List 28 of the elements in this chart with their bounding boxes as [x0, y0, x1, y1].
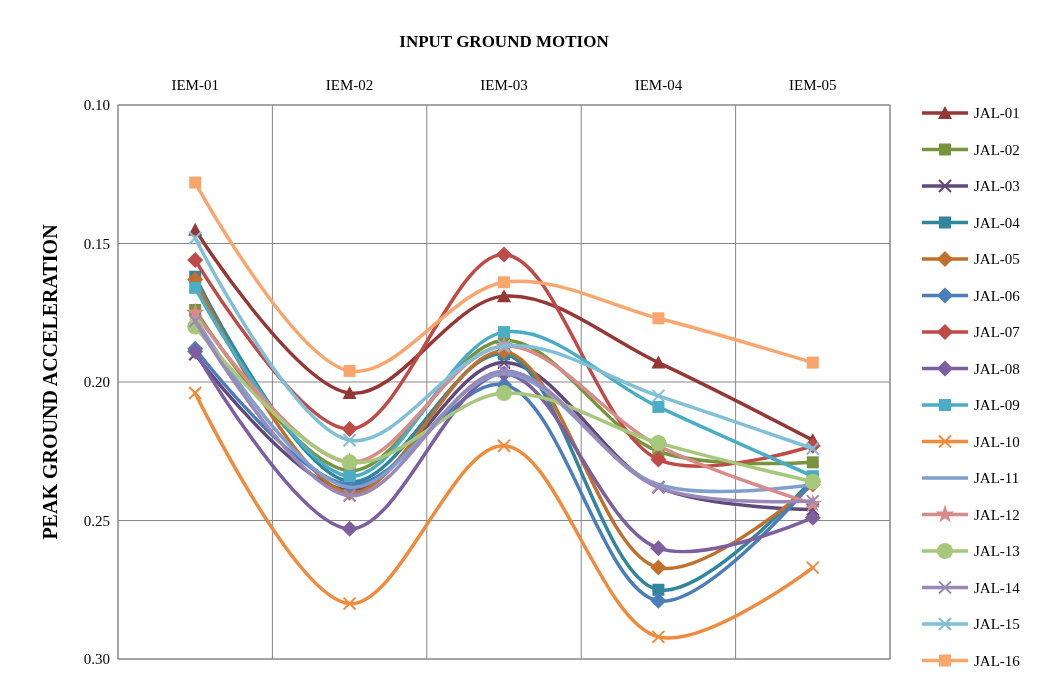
legend-label: JAL-13	[974, 543, 1020, 559]
y-tick-label: 0.10	[83, 97, 110, 113]
y-tick-label: 0.25	[83, 512, 110, 529]
legend-label: JAL-06	[974, 287, 1021, 304]
legend-label: JAL-12	[974, 506, 1020, 523]
legend-label: JAL-03	[974, 178, 1020, 194]
y-tick-label: 0.20	[83, 374, 110, 390]
legend-label: JAL-04	[974, 214, 1021, 231]
legend-label: JAL-07	[974, 324, 1021, 340]
y-tick-label: 0.15	[83, 235, 110, 252]
x-tick-label: IEM-05	[789, 77, 837, 93]
legend-label: JAL-10	[974, 433, 1020, 450]
legend-label: JAL-08	[974, 360, 1020, 377]
y-axis-title: PEAK GROUND ACCELERATION	[39, 223, 61, 540]
legend-label: JAL-11	[974, 470, 1020, 486]
x-tick-label: IEM-03	[480, 77, 528, 93]
legend-label: JAL-14	[974, 579, 1021, 596]
x-tick-label: IEM-01	[171, 77, 219, 93]
x-tick-label: IEM-02	[325, 77, 374, 93]
legend-label: JAL-05	[974, 251, 1020, 267]
chart-title: INPUT GROUND MOTION	[399, 32, 610, 51]
legend-label: JAL-02	[974, 141, 1020, 158]
legend-label: JAL-09	[974, 397, 1020, 413]
legend-label: JAL-16	[974, 652, 1021, 669]
y-tick-label: 0.30	[83, 651, 110, 667]
legend-label: JAL-01	[974, 105, 1020, 121]
x-tick-label: IEM-04	[634, 77, 683, 93]
legend-label: JAL-15	[974, 616, 1020, 632]
